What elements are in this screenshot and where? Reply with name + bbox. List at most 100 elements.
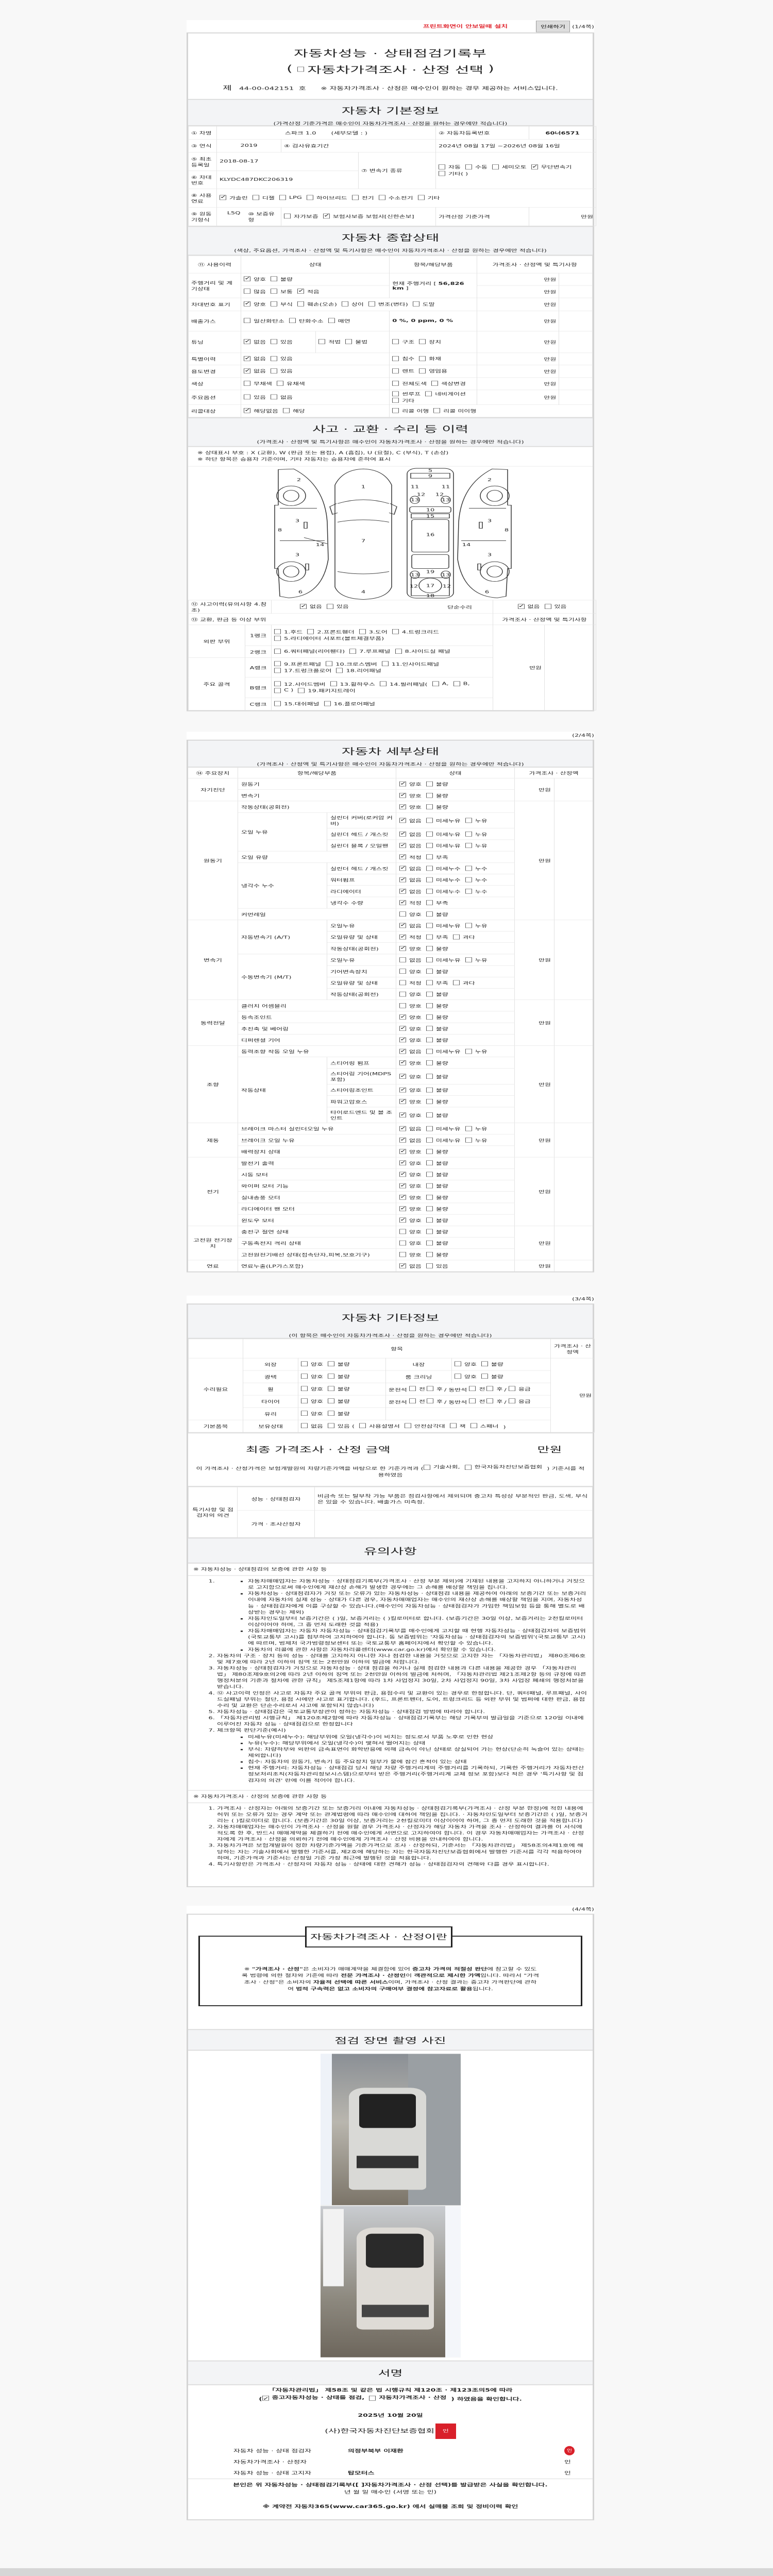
- checkbox-icon[interactable]: [426, 1014, 433, 1020]
- checkbox-icon[interactable]: [464, 1465, 472, 1470]
- checkbox-option[interactable]: 양호: [301, 1361, 323, 1367]
- checkbox-icon[interactable]: [392, 629, 399, 634]
- checkbox-option[interactable]: 미세누수: [426, 888, 461, 894]
- checkbox-option[interactable]: 불량: [327, 1361, 350, 1367]
- tuning-legality[interactable]: 적법 불법: [315, 331, 390, 353]
- checkbox-icon[interactable]: [432, 681, 439, 686]
- checkbox-option[interactable]: 양호: [399, 1037, 422, 1043]
- status-options[interactable]: 적정 부족: [396, 851, 515, 863]
- checkbox-option[interactable]: 자동차가격조사 · 산정 선택: [297, 62, 483, 76]
- checkbox-icon[interactable]: [297, 301, 304, 307]
- checkbox-icon[interactable]: [368, 301, 375, 307]
- checkbox-option[interactable]: 변조(변타): [368, 301, 408, 307]
- checkbox-option[interactable]: 불량: [481, 1361, 503, 1367]
- checkbox-option[interactable]: 있음 (: [327, 1423, 355, 1429]
- fuel-options[interactable]: 가솔린 디젤 LPG 하이브리드 전기 수소전기 기타: [216, 189, 597, 208]
- checked-box-icon[interactable]: [399, 831, 407, 837]
- checkbox-icon[interactable]: [279, 195, 286, 200]
- checkbox-option[interactable]: 누유: [465, 831, 488, 837]
- main-option-types[interactable]: 썬루프 네비게이션 기타: [389, 389, 478, 405]
- checked-box-icon[interactable]: [399, 1098, 407, 1104]
- checkbox-icon[interactable]: [378, 195, 385, 200]
- checkbox-icon[interactable]: [392, 381, 399, 386]
- checkbox-icon[interactable]: [453, 681, 460, 686]
- checkbox-icon[interactable]: [544, 604, 551, 609]
- checked-box-icon[interactable]: [399, 876, 407, 883]
- status-options[interactable]: 없음 미세누유 누유: [396, 840, 515, 851]
- tire-options[interactable]: 양호 불량: [298, 1395, 386, 1408]
- checked-box-icon[interactable]: [399, 1171, 407, 1177]
- checkbox-option[interactable]: 누수: [465, 888, 488, 894]
- checkbox-option[interactable]: 하이브리드: [306, 195, 347, 200]
- checkbox-option[interactable]: 없음: [399, 1262, 422, 1269]
- checkbox-icon[interactable]: [426, 1048, 433, 1054]
- print-install-link[interactable]: 프린트화면이 안보일때 설치: [423, 24, 508, 29]
- checkbox-option[interactable]: 양호: [399, 1217, 422, 1223]
- checkbox-option[interactable]: 보험사보증 보험사[신한손보]: [323, 213, 414, 219]
- status-options[interactable]: 양호 불량: [396, 1192, 515, 1203]
- checkbox-option[interactable]: 불량: [426, 1026, 448, 1031]
- checkbox-icon[interactable]: [426, 1037, 433, 1043]
- checkbox-icon[interactable]: [481, 1361, 488, 1367]
- checked-box-icon[interactable]: [399, 1137, 407, 1143]
- checkbox-icon[interactable]: [431, 381, 439, 386]
- checked-box-icon[interactable]: [399, 1087, 407, 1093]
- checkbox-icon[interactable]: [274, 635, 281, 641]
- status-options[interactable]: 양호 불량: [396, 943, 515, 954]
- checkbox-option[interactable]: 불량: [426, 1087, 448, 1093]
- checkbox-icon[interactable]: [392, 391, 399, 396]
- checkbox-option[interactable]: 사용설명서: [359, 1423, 400, 1429]
- checkbox-icon[interactable]: [426, 889, 433, 894]
- checkbox-option[interactable]: 후: [426, 1386, 443, 1392]
- checkbox-option[interactable]: 불량: [426, 1240, 448, 1246]
- checkbox-option[interactable]: 미세누유: [426, 957, 461, 963]
- car365-notice[interactable]: ※ 계약전 자동차365(www.car365.go.kr) 에서 실매물 조회…: [262, 2504, 518, 2510]
- checkbox-option[interactable]: 불량: [426, 792, 448, 799]
- status-options[interactable]: 양호 불량: [396, 1157, 515, 1168]
- accident-history-options[interactable]: 없음 있음: [300, 603, 354, 610]
- checkbox-option[interactable]: 불량: [426, 1251, 448, 1258]
- vin-marking-options[interactable]: 양호 부식 훼손(오손) 상이 변조(변타) 도말: [241, 297, 478, 311]
- special-history-type[interactable]: 침수 화재: [389, 352, 478, 365]
- status-options[interactable]: 없음 미세누유 누유: [396, 1134, 515, 1146]
- checkbox-option[interactable]: 후: [486, 1386, 502, 1392]
- checkbox-option[interactable]: 적정: [399, 899, 422, 906]
- checkbox-option[interactable]: 양호: [399, 969, 422, 974]
- checkbox-option[interactable]: 있음: [271, 338, 293, 345]
- checkbox-icon[interactable]: [426, 1217, 433, 1223]
- checkbox-option[interactable]: 양호: [244, 276, 266, 282]
- checkbox-option[interactable]: 가솔린: [220, 194, 248, 200]
- buyer-signature-line[interactable]: 년 월 일 매수인 (서명 또는 인): [344, 2490, 437, 2495]
- confirm-options[interactable]: 중고자동차성능 · 상태를 점검, 자동차가격조사 · 산정: [262, 2395, 451, 2402]
- checkbox-icon[interactable]: [465, 957, 472, 962]
- checkbox-option[interactable]: 전: [469, 1398, 485, 1404]
- checkbox-icon[interactable]: [486, 1398, 494, 1404]
- checkbox-icon[interactable]: [336, 668, 343, 673]
- checkbox-option[interactable]: 9.프론트패널: [274, 661, 321, 667]
- checkbox-icon[interactable]: [426, 866, 433, 871]
- checkbox-option[interactable]: 매연: [328, 318, 350, 324]
- checkbox-option[interactable]: 적법: [318, 338, 341, 345]
- checkbox-option[interactable]: 있음: [271, 368, 293, 374]
- checked-box-icon[interactable]: [399, 1160, 407, 1165]
- checked-box-icon[interactable]: [399, 1013, 407, 1020]
- checkbox-icon[interactable]: [426, 1126, 433, 1131]
- checkbox-icon[interactable]: [465, 923, 472, 928]
- checkbox-icon[interactable]: [399, 911, 406, 917]
- checkbox-option[interactable]: 불량: [327, 1398, 350, 1404]
- checkbox-option[interactable]: 12.사이드멤버: [274, 681, 326, 687]
- checkbox-icon[interactable]: [301, 1398, 308, 1404]
- checkbox-icon[interactable]: [252, 195, 259, 200]
- checkbox-icon[interactable]: [399, 969, 406, 974]
- checkbox-option[interactable]: 전: [409, 1386, 425, 1392]
- exterior-options[interactable]: 양호 불량: [298, 1358, 386, 1371]
- checkbox-option[interactable]: 썬루프: [392, 391, 421, 397]
- checked-box-icon[interactable]: [244, 407, 251, 413]
- status-options[interactable]: 양호 불량: [396, 1214, 515, 1226]
- checkbox-option[interactable]: 미세누수: [426, 866, 461, 871]
- status-options[interactable]: 양호 불량: [396, 1069, 515, 1084]
- checkbox-icon[interactable]: [426, 1195, 433, 1200]
- checkbox-icon[interactable]: [426, 1229, 433, 1234]
- status-options[interactable]: 없음 미세누유 누유: [396, 1045, 515, 1057]
- status-options[interactable]: 없음 미세누유 누유: [396, 920, 515, 931]
